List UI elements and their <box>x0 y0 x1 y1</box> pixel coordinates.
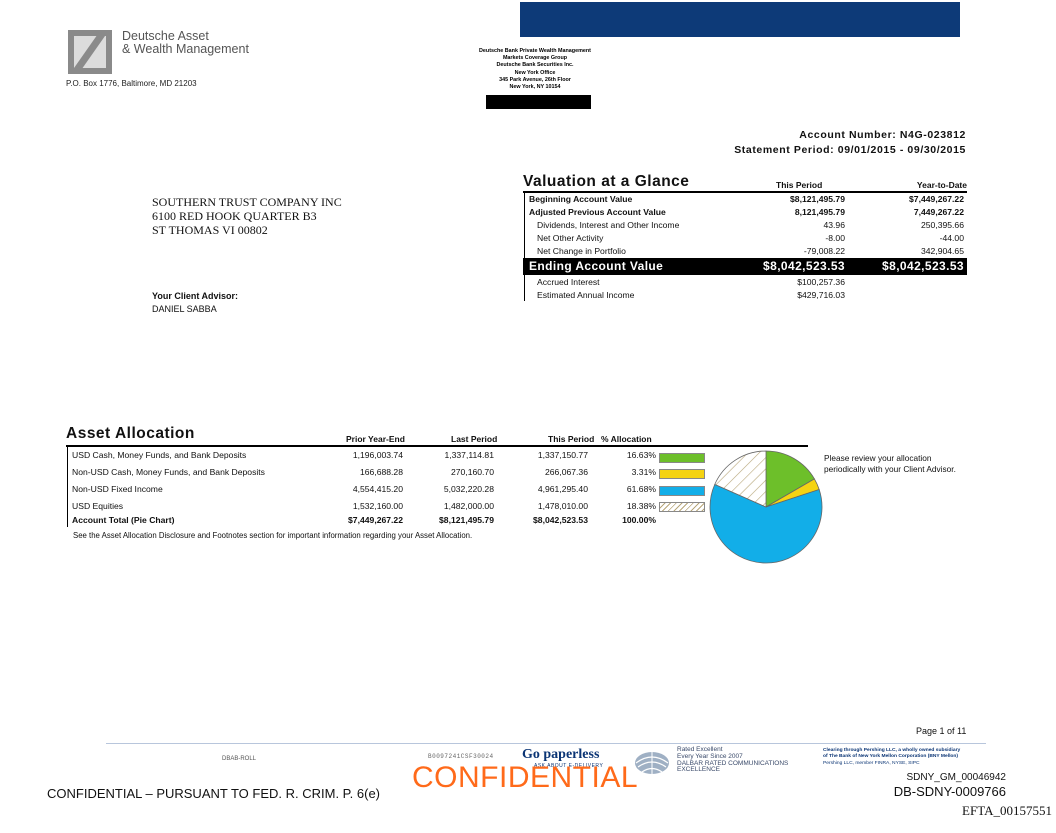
valuation-row: Beginning Account Value $8,121,495.79 $7,4… <box>529 194 964 204</box>
col-pct-allocation: % Allocation <box>601 434 652 444</box>
go-paperless-logo: Go paperless <box>522 747 600 762</box>
valuation-row: Net Other Activity -8.00 -44.00 <box>537 233 964 243</box>
header-band <box>520 2 960 37</box>
col-last-period: Last Period <box>451 434 498 444</box>
go-paperless-sub: ASK ABOUT E-DELIVERY <box>534 763 604 769</box>
col-prior-year-end: Prior Year-End <box>346 434 405 444</box>
dalbar-globe-icon <box>635 752 669 774</box>
valuation-row: Net Change in Portfolio -79,008.22 342,904… <box>537 246 964 256</box>
statement-period: Statement Period: 09/01/2015 - 09/30/201… <box>734 144 966 156</box>
po-box-address: P.O. Box 1776, Baltimore, MD 21203 <box>66 79 197 88</box>
legend-swatch-non-usd-cash <box>659 469 705 479</box>
bates-efta: EFTA_00157551 <box>962 803 1052 818</box>
client-address: SOUTHERN TRUST COMPANY INC 6100 RED HOOK… <box>152 195 342 237</box>
dbab-code: DBAB-ROLL <box>222 756 257 762</box>
table-total-row: Account Total (Pie Chart) $7,449,267.22 $8… <box>72 515 656 525</box>
valuation-vline <box>524 193 525 301</box>
table-row: USD Equities 1,532,160.00 1,482,000.00 1,47… <box>72 501 656 511</box>
legend-swatch-usd-cash <box>659 453 705 463</box>
allocation-title: Asset Allocation <box>66 425 195 442</box>
branch-address: Deutsche Bank Private Wealth Management … <box>479 48 591 91</box>
advisor-name: DANIEL SABBA <box>152 304 217 314</box>
allocation-disclosure: See the Asset Allocation Disclosure and … <box>73 531 473 540</box>
valuation-row: Estimated Annual Income $429,716.03 <box>537 290 845 300</box>
dalbar-rating: Rated Excellent Every Year Since 2007 DA… <box>677 746 789 774</box>
allocation-vline <box>67 447 68 527</box>
pie-slice-usd-equities <box>714 450 767 508</box>
clearing-notice: Clearing through Pershing LLC, a wholly … <box>823 748 961 766</box>
pie-slice-usd-cash <box>765 450 815 508</box>
valuation-title: Valuation at a Glance <box>523 173 690 190</box>
valuation-row: Dividends, Interest and Other Income 43.9… <box>537 220 964 230</box>
table-row: Non-USD Cash, Money Funds, and Bank Depo… <box>72 467 656 477</box>
page-number: Page 1 of 11 <box>916 726 967 736</box>
table-row: USD Cash, Money Funds, and Bank Deposits… <box>72 450 656 460</box>
valuation-col-period: This Period <box>776 180 823 190</box>
pie-slice-non-usd-fixed-income <box>709 483 823 564</box>
valuation-row: Adjusted Previous Account Value 8,121,495… <box>529 207 964 217</box>
confidential-notice: CONFIDENTIAL – PURSUANT TO FED. R. CRIM.… <box>47 786 381 801</box>
bates-sdny-gm: SDNY_GM_00046942 <box>906 772 1006 783</box>
allocation-pie-chart <box>709 450 823 564</box>
valuation-col-ytd: Year-to-Date <box>916 180 967 190</box>
col-this-period: This Period <box>548 434 595 444</box>
account-info: Account Number: N4G-023812 Statement Per… <box>734 128 966 158</box>
logo-text: Deutsche Asset & Wealth Management <box>122 29 249 56</box>
table-row: Non-USD Fixed Income 4,554,415.20 5,032,22… <box>72 484 656 494</box>
account-number: Account Number: N4G-023812 <box>799 129 966 141</box>
valuation-rule <box>523 191 967 193</box>
legend-swatch-usd-equities <box>659 502 705 512</box>
legend-swatch-non-usd-fixed-income <box>659 486 705 496</box>
review-note: Please review your allocation periodical… <box>824 453 956 474</box>
advisor-label: Your Client Advisor: <box>152 291 239 301</box>
redaction-bar <box>486 95 591 109</box>
valuation-row: Accrued Interest $100,257.36 <box>537 277 845 287</box>
allocation-rule <box>66 445 808 447</box>
deutsche-logo-icon <box>68 30 112 74</box>
barcode-text: B0097241CSF30024 <box>428 753 494 760</box>
ending-account-value: Ending Account Value $8,042,523.53 $8,04… <box>523 258 967 275</box>
confidential-stamp: CONFIDENTIAL <box>412 761 639 794</box>
footer-rule <box>106 743 986 744</box>
bates-db-sdny: DB-SDNY-0009766 <box>893 784 1006 799</box>
